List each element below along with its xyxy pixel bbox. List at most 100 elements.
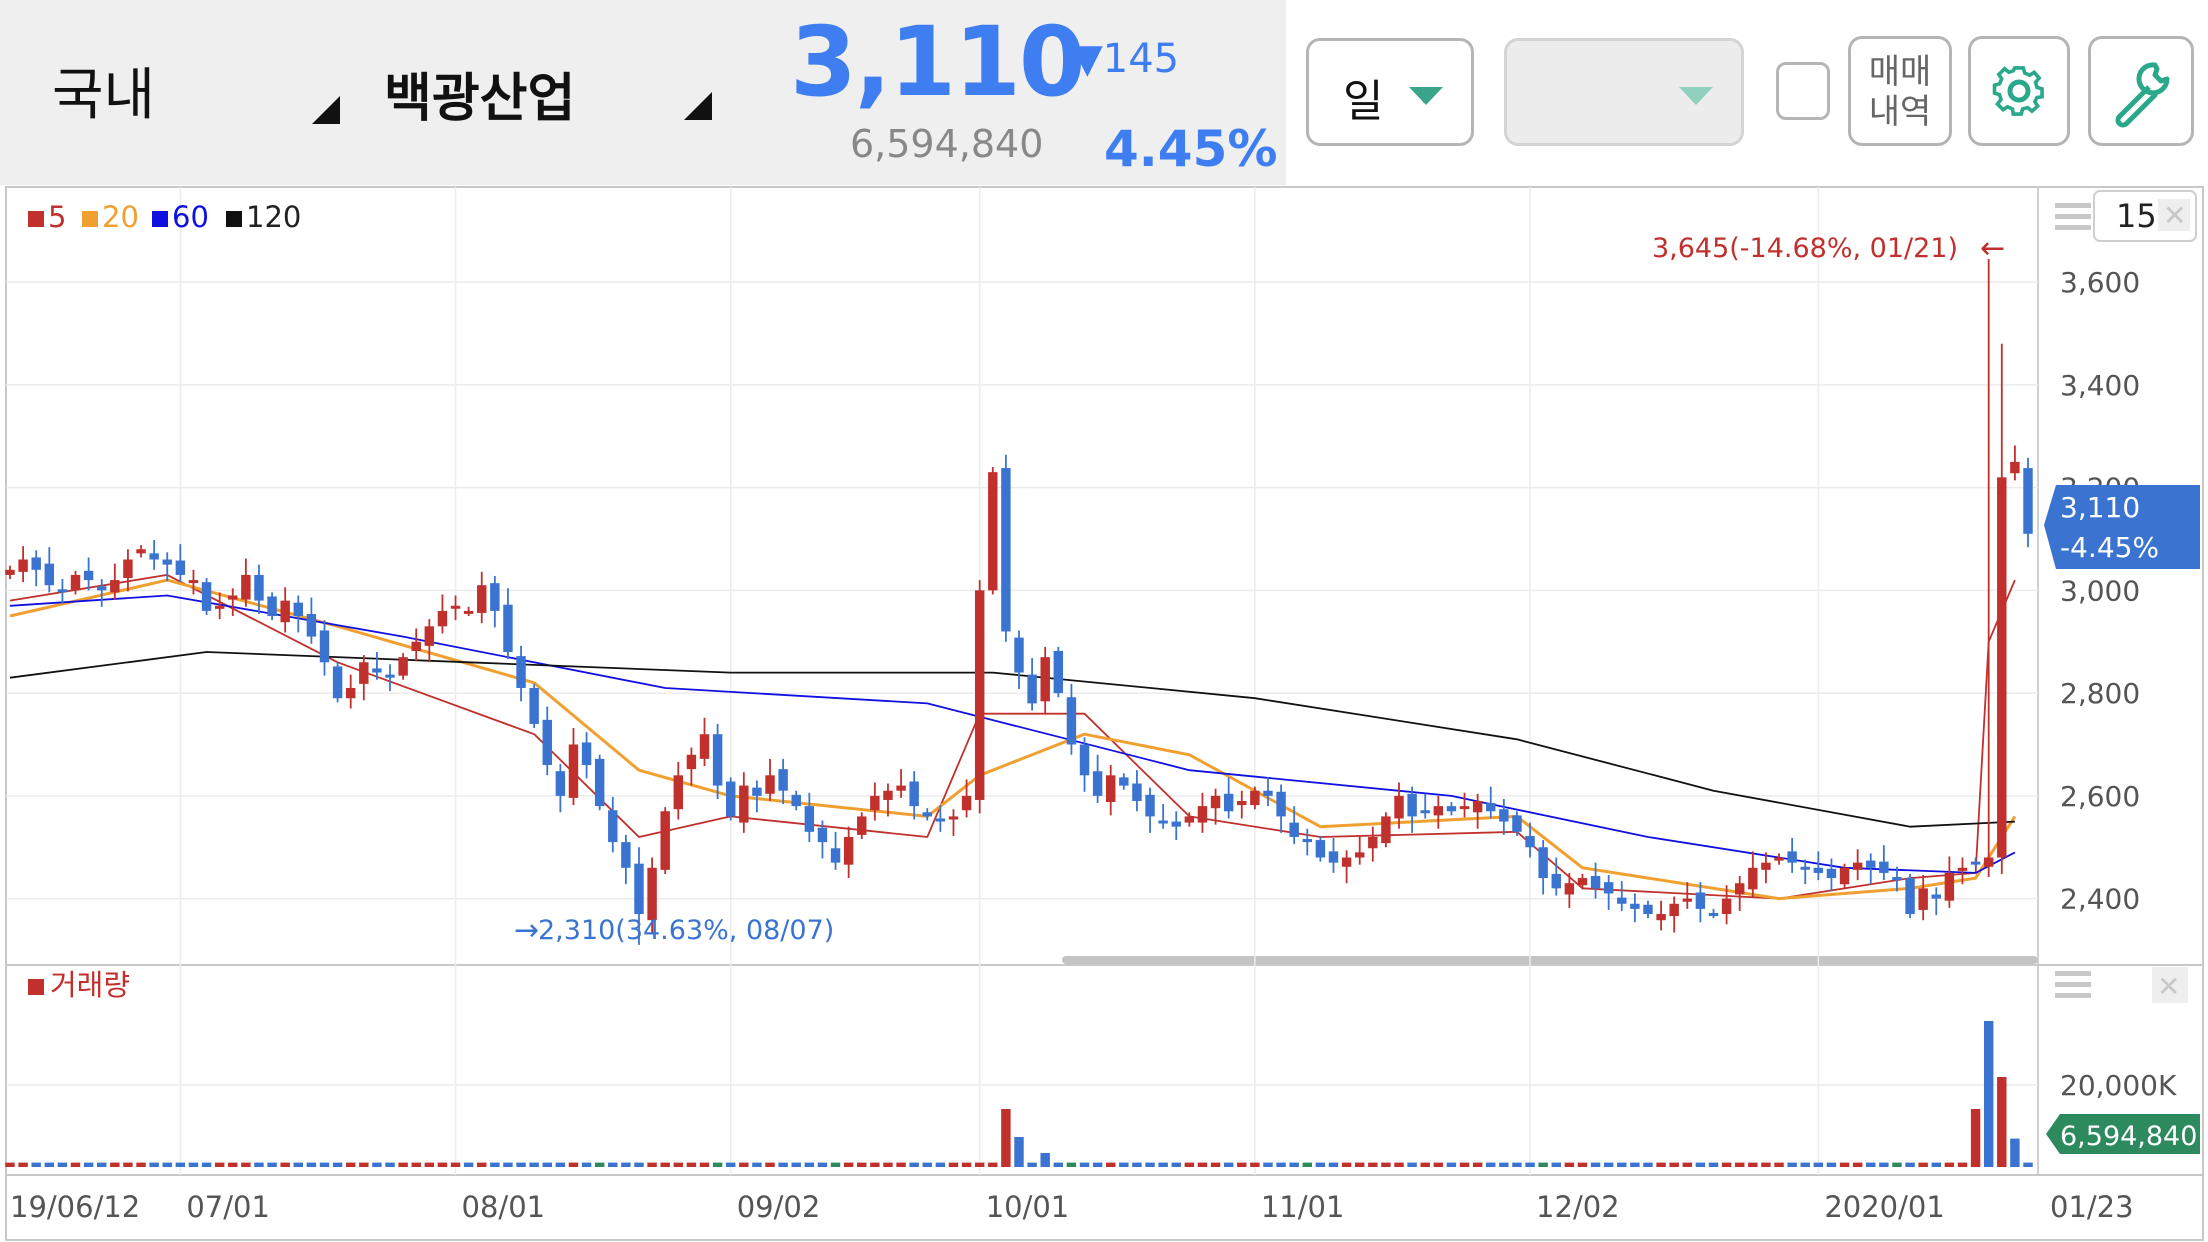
candle-body xyxy=(385,674,395,678)
candle-body xyxy=(1813,867,1824,873)
candle-body xyxy=(31,557,41,570)
candle-body xyxy=(2010,461,2020,474)
volume-bar xyxy=(1970,1109,1981,1167)
menu-icon[interactable] xyxy=(2055,203,2091,230)
candle-body xyxy=(883,790,893,800)
volume-bar xyxy=(922,1162,932,1167)
market-selector[interactable]: 국내 xyxy=(52,63,156,128)
ma-line-5 xyxy=(9,574,2016,900)
candle-body xyxy=(857,816,867,835)
candle-body xyxy=(1263,790,1273,796)
settings-button[interactable] xyxy=(1968,36,2070,146)
candle-body xyxy=(1184,816,1195,823)
candle-body xyxy=(57,589,68,593)
volume-bar xyxy=(477,1162,487,1167)
candle-body xyxy=(463,610,474,614)
volume-bar xyxy=(1695,1162,1706,1167)
period-label: 일 xyxy=(1343,76,1384,127)
candle-body xyxy=(1721,898,1732,915)
candle-body xyxy=(44,563,55,586)
down-arrow-icon: ▼ xyxy=(1072,36,1103,82)
horizontal-scrollbar[interactable] xyxy=(1062,956,2038,964)
volume-bar xyxy=(1001,1109,1011,1167)
close-icon[interactable] xyxy=(2158,199,2190,231)
volume-bar xyxy=(2023,1162,2033,1167)
candle-body xyxy=(608,810,618,843)
y-tick-label: 3,400 xyxy=(2060,369,2140,402)
candle-body xyxy=(359,662,369,684)
volume-bar xyxy=(752,1162,762,1167)
candle-body xyxy=(1734,883,1745,895)
candle-body xyxy=(712,734,723,786)
volume-bar xyxy=(31,1162,41,1167)
volume-bar xyxy=(529,1162,539,1167)
volume-bar xyxy=(1276,1162,1286,1167)
market-dropdown-icon[interactable] xyxy=(312,96,340,124)
volume-bar xyxy=(1420,1162,1430,1167)
candles xyxy=(5,258,2033,945)
close-icon[interactable]: ✕ xyxy=(2152,967,2188,1003)
candle-body xyxy=(1145,794,1155,817)
volume-bar xyxy=(1184,1162,1195,1167)
volume-bar xyxy=(1407,1162,1417,1167)
volume-bar xyxy=(1354,1162,1365,1167)
checkbox[interactable] xyxy=(1776,62,1830,120)
candle-body xyxy=(293,602,304,617)
candle-body xyxy=(1892,877,1902,881)
candle-body xyxy=(162,559,172,565)
volume-bar xyxy=(1721,1162,1732,1167)
volume-bar xyxy=(896,1162,906,1167)
candle-body xyxy=(529,687,539,724)
tools-button[interactable] xyxy=(2088,36,2194,146)
volume-bar xyxy=(1669,1162,1679,1167)
current-price: 3,110 xyxy=(790,6,1086,118)
volume-bar xyxy=(490,1162,500,1167)
trade-history-button[interactable]: 매매 내역 xyxy=(1848,36,1952,146)
volume-bar xyxy=(1931,1162,1941,1167)
volume-bar xyxy=(555,1162,566,1167)
candle-body xyxy=(778,769,788,791)
candle-body xyxy=(228,595,238,600)
candle-body xyxy=(1368,836,1378,849)
volume-legend-swatch xyxy=(28,979,44,995)
volume-bar xyxy=(1748,1162,1758,1167)
candle-body xyxy=(1695,892,1706,909)
candle-body xyxy=(1944,872,1955,901)
candle-body xyxy=(490,583,500,611)
candle-body xyxy=(1577,878,1588,886)
indicator-dropdown[interactable] xyxy=(1504,38,1744,146)
volume-bar xyxy=(1826,1162,1837,1167)
y-tick-label: 2,400 xyxy=(2060,883,2140,916)
volume-title: 거래량 xyxy=(50,968,130,1002)
menu-icon[interactable] xyxy=(2055,971,2091,998)
candle-body xyxy=(1302,839,1313,843)
candle-body xyxy=(935,818,946,822)
candle-body xyxy=(5,569,15,575)
legend-swatch xyxy=(226,211,242,227)
period-dropdown[interactable]: 일 xyxy=(1306,38,1474,146)
volume-bar xyxy=(1538,1162,1548,1167)
candle-body xyxy=(306,613,317,637)
volume-bar xyxy=(1158,1162,1168,1167)
y-tick-label: 2,800 xyxy=(2060,677,2140,710)
volume-bar xyxy=(1997,1077,2007,1167)
candle-body xyxy=(1486,803,1496,812)
candle-body xyxy=(241,574,251,600)
volume-bar xyxy=(411,1162,421,1167)
candle-body xyxy=(1106,775,1116,803)
volume-bar xyxy=(581,1162,592,1167)
stock-chart[interactable]: 2,4002,6002,8003,0003,2003,4003,60020,00… xyxy=(0,185,2208,1242)
volume-bar xyxy=(5,1162,15,1167)
wrench-icon xyxy=(2115,62,2170,128)
candle-count-box[interactable]: 154 ✕ xyxy=(2093,190,2197,242)
stock-name[interactable]: 백광산업 xyxy=(384,69,576,129)
candle-body xyxy=(97,586,107,591)
stock-dropdown-icon[interactable] xyxy=(684,92,712,120)
y-tick-label: 2,600 xyxy=(2060,780,2140,813)
legend-label-120: 120 xyxy=(246,200,301,234)
candle-body xyxy=(1328,851,1339,863)
volume-bar xyxy=(1040,1153,1050,1167)
candle-body xyxy=(18,559,28,572)
candle-body xyxy=(70,574,81,591)
candle-body xyxy=(1092,771,1103,796)
